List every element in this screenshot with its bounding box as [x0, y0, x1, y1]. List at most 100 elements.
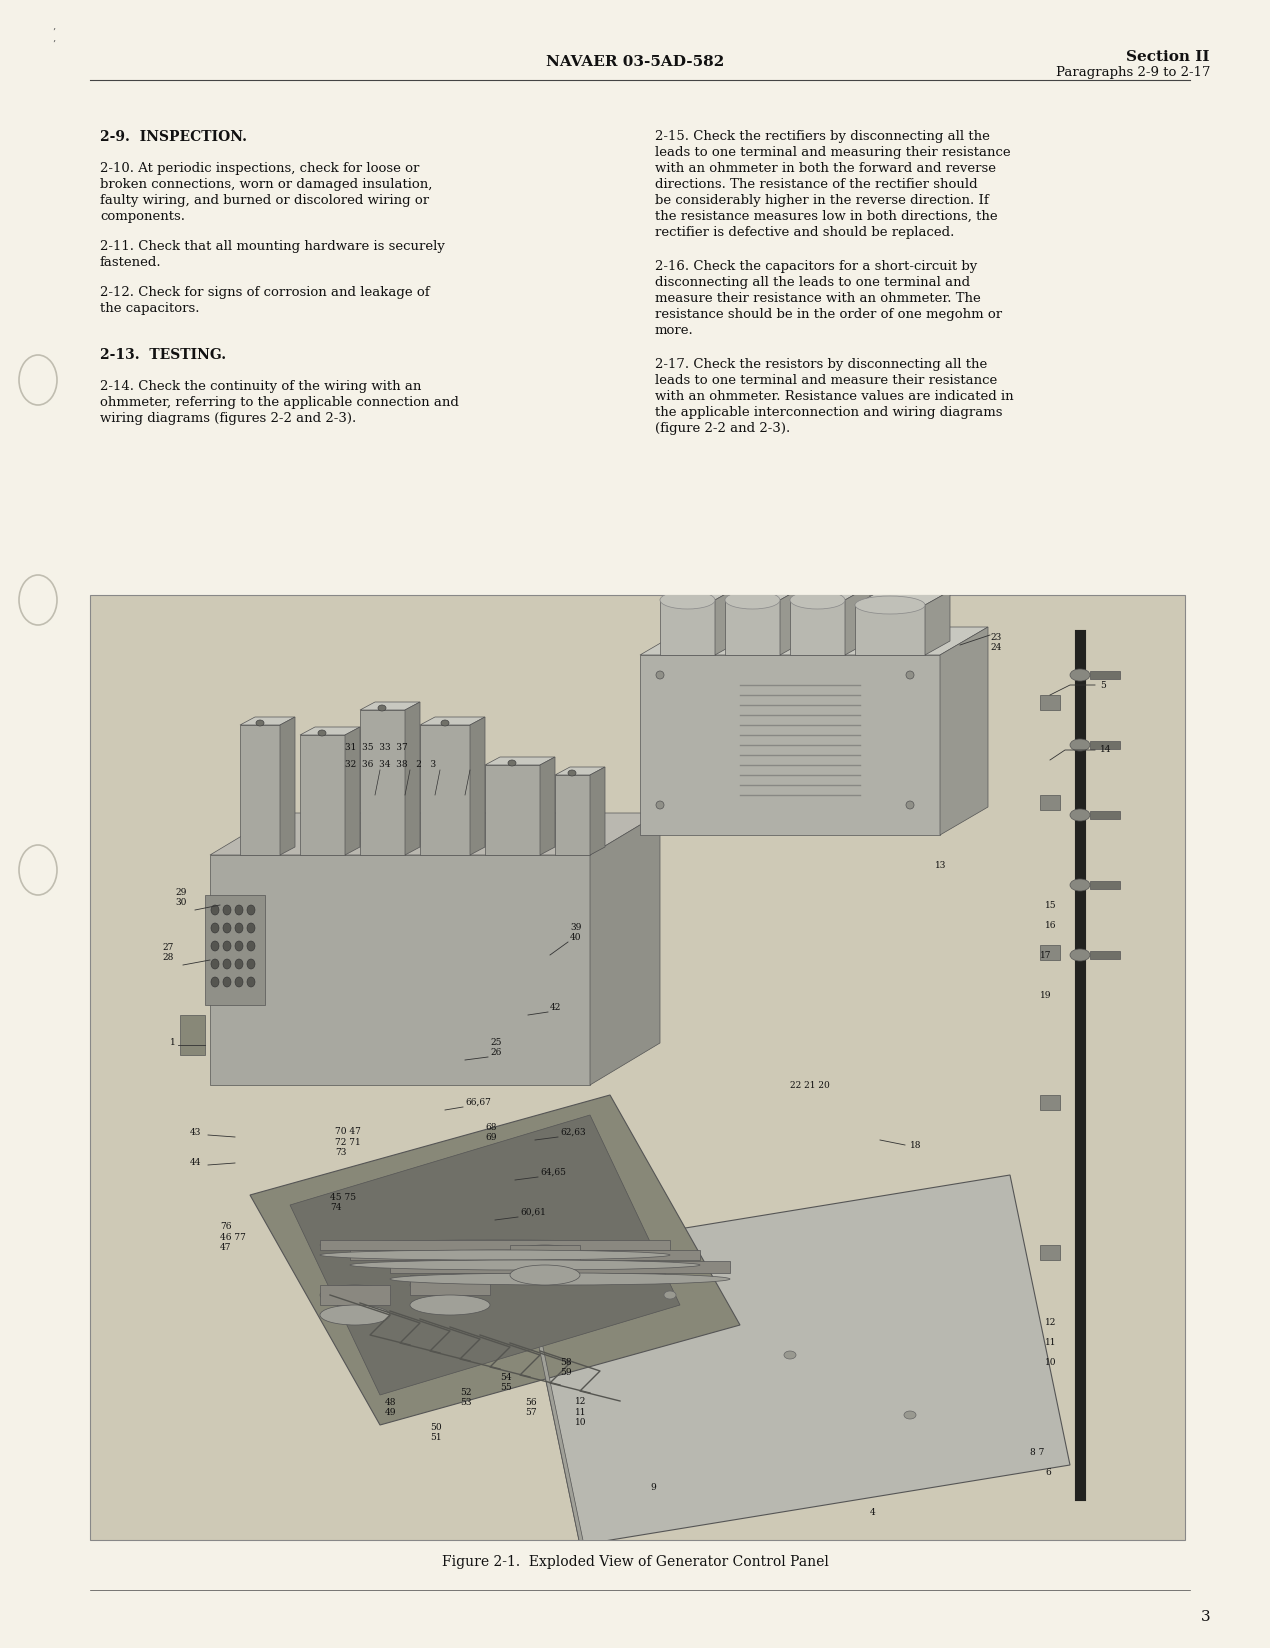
Polygon shape [591, 766, 605, 855]
Bar [1040, 794, 1060, 811]
Polygon shape [290, 1116, 679, 1394]
Bar [790, 600, 845, 654]
Polygon shape [470, 717, 485, 855]
Ellipse shape [246, 977, 255, 987]
Text: 58
59: 58 59 [560, 1358, 572, 1378]
Ellipse shape [664, 1290, 676, 1299]
Ellipse shape [224, 923, 231, 933]
Text: 42: 42 [550, 1004, 561, 1012]
Ellipse shape [855, 597, 925, 615]
Polygon shape [640, 626, 988, 654]
Polygon shape [240, 717, 295, 725]
Ellipse shape [246, 905, 255, 915]
Text: be considerably higher in the reverse direction. If: be considerably higher in the reverse di… [655, 194, 989, 208]
Bar [1090, 742, 1120, 748]
Ellipse shape [1071, 878, 1090, 892]
Text: disconnecting all the leads to one terminal and: disconnecting all the leads to one termi… [655, 275, 970, 288]
Ellipse shape [235, 905, 243, 915]
Text: ’: ’ [52, 40, 55, 49]
Text: the applicable interconnection and wiring diagrams: the applicable interconnection and wirin… [655, 405, 1002, 419]
Text: leads to one terminal and measure their resistance: leads to one terminal and measure their … [655, 374, 997, 387]
Ellipse shape [508, 760, 516, 766]
Bar [180, 1015, 204, 1055]
Text: 15: 15 [1045, 900, 1057, 910]
Text: 2-13.  TESTING.: 2-13. TESTING. [100, 348, 226, 363]
Text: measure their resistance with an ohmmeter. The: measure their resistance with an ohmmete… [655, 292, 980, 305]
Bar [855, 605, 925, 654]
Polygon shape [485, 756, 555, 765]
Text: 32  36  34  38   2   3: 32 36 34 38 2 3 [345, 760, 436, 770]
Text: ’: ’ [52, 28, 55, 36]
Bar [210, 855, 591, 1084]
Text: rectifier is defective and should be replaced.: rectifier is defective and should be rep… [655, 226, 954, 239]
Ellipse shape [410, 1295, 490, 1315]
Bar [90, 595, 1185, 1539]
Polygon shape [345, 727, 359, 855]
Text: 56
57: 56 57 [525, 1398, 537, 1417]
Ellipse shape [351, 1261, 700, 1271]
Bar [204, 895, 265, 1005]
Text: 50
51: 50 51 [431, 1422, 442, 1442]
Text: 10: 10 [1045, 1358, 1057, 1366]
Bar [1090, 671, 1120, 679]
Text: 2-10. At periodic inspections, check for loose or: 2-10. At periodic inspections, check for… [100, 162, 419, 175]
Ellipse shape [378, 705, 386, 710]
Polygon shape [279, 717, 295, 855]
Text: 8 7: 8 7 [1030, 1449, 1044, 1457]
Text: 16: 16 [1045, 921, 1057, 929]
Text: 62,63: 62,63 [560, 1127, 585, 1137]
Text: 12: 12 [1045, 1318, 1057, 1327]
Text: faulty wiring, and burned or discolored wiring or: faulty wiring, and burned or discolored … [100, 194, 429, 208]
Ellipse shape [511, 1266, 580, 1285]
Ellipse shape [246, 959, 255, 969]
Ellipse shape [568, 770, 577, 776]
Bar [420, 725, 470, 855]
Ellipse shape [246, 923, 255, 933]
Text: wiring diagrams (figures 2-2 and 2-3).: wiring diagrams (figures 2-2 and 2-3). [100, 412, 357, 425]
Text: broken connections, worn or damaged insulation,: broken connections, worn or damaged insu… [100, 178, 432, 191]
Text: Paragraphs 2-9 to 2-17: Paragraphs 2-9 to 2-17 [1055, 66, 1210, 79]
Text: 2-15. Check the rectifiers by disconnecting all the: 2-15. Check the rectifiers by disconnect… [655, 130, 989, 143]
Bar [1090, 811, 1120, 819]
Ellipse shape [257, 720, 264, 727]
Text: 23
24: 23 24 [991, 633, 1001, 653]
Text: 1: 1 [170, 1038, 175, 1046]
Ellipse shape [906, 671, 914, 679]
Text: 18: 18 [911, 1140, 922, 1150]
Text: with an ohmmeter. Resistance values are indicated in: with an ohmmeter. Resistance values are … [655, 391, 1013, 404]
Text: 2-9.  INSPECTION.: 2-9. INSPECTION. [100, 130, 246, 143]
Polygon shape [519, 1175, 1071, 1546]
Text: 9: 9 [650, 1483, 655, 1491]
Text: (figure 2-2 and 2-3).: (figure 2-2 and 2-3). [655, 422, 790, 435]
Ellipse shape [320, 1285, 390, 1305]
Text: 3: 3 [1200, 1610, 1210, 1623]
Bar [660, 600, 715, 654]
Bar [351, 1249, 700, 1261]
Bar [1040, 695, 1060, 710]
Text: 11: 11 [1045, 1338, 1057, 1346]
Ellipse shape [410, 1276, 490, 1295]
Polygon shape [250, 1094, 740, 1426]
Ellipse shape [235, 941, 243, 951]
Text: 6: 6 [1045, 1468, 1050, 1477]
Text: 12
11
10: 12 11 10 [575, 1398, 587, 1427]
Text: ohmmeter, referring to the applicable connection and: ohmmeter, referring to the applicable co… [100, 396, 458, 409]
Polygon shape [660, 587, 740, 600]
Ellipse shape [246, 941, 255, 951]
Bar [1040, 1244, 1060, 1261]
Text: 31  35  33  37: 31 35 33 37 [345, 743, 408, 751]
Ellipse shape [904, 1411, 916, 1419]
Ellipse shape [224, 959, 231, 969]
Polygon shape [845, 587, 870, 654]
Text: 60,61: 60,61 [519, 1208, 546, 1216]
Text: 48
49: 48 49 [385, 1398, 396, 1417]
Text: with an ohmmeter in both the forward and reverse: with an ohmmeter in both the forward and… [655, 162, 996, 175]
Bar [359, 710, 405, 855]
Bar [1090, 951, 1120, 959]
Ellipse shape [1071, 738, 1090, 751]
Polygon shape [210, 812, 660, 855]
Text: 13: 13 [935, 860, 946, 870]
Ellipse shape [235, 959, 243, 969]
Text: NAVAER 03-5AD-582: NAVAER 03-5AD-582 [546, 54, 724, 69]
Ellipse shape [657, 801, 664, 809]
